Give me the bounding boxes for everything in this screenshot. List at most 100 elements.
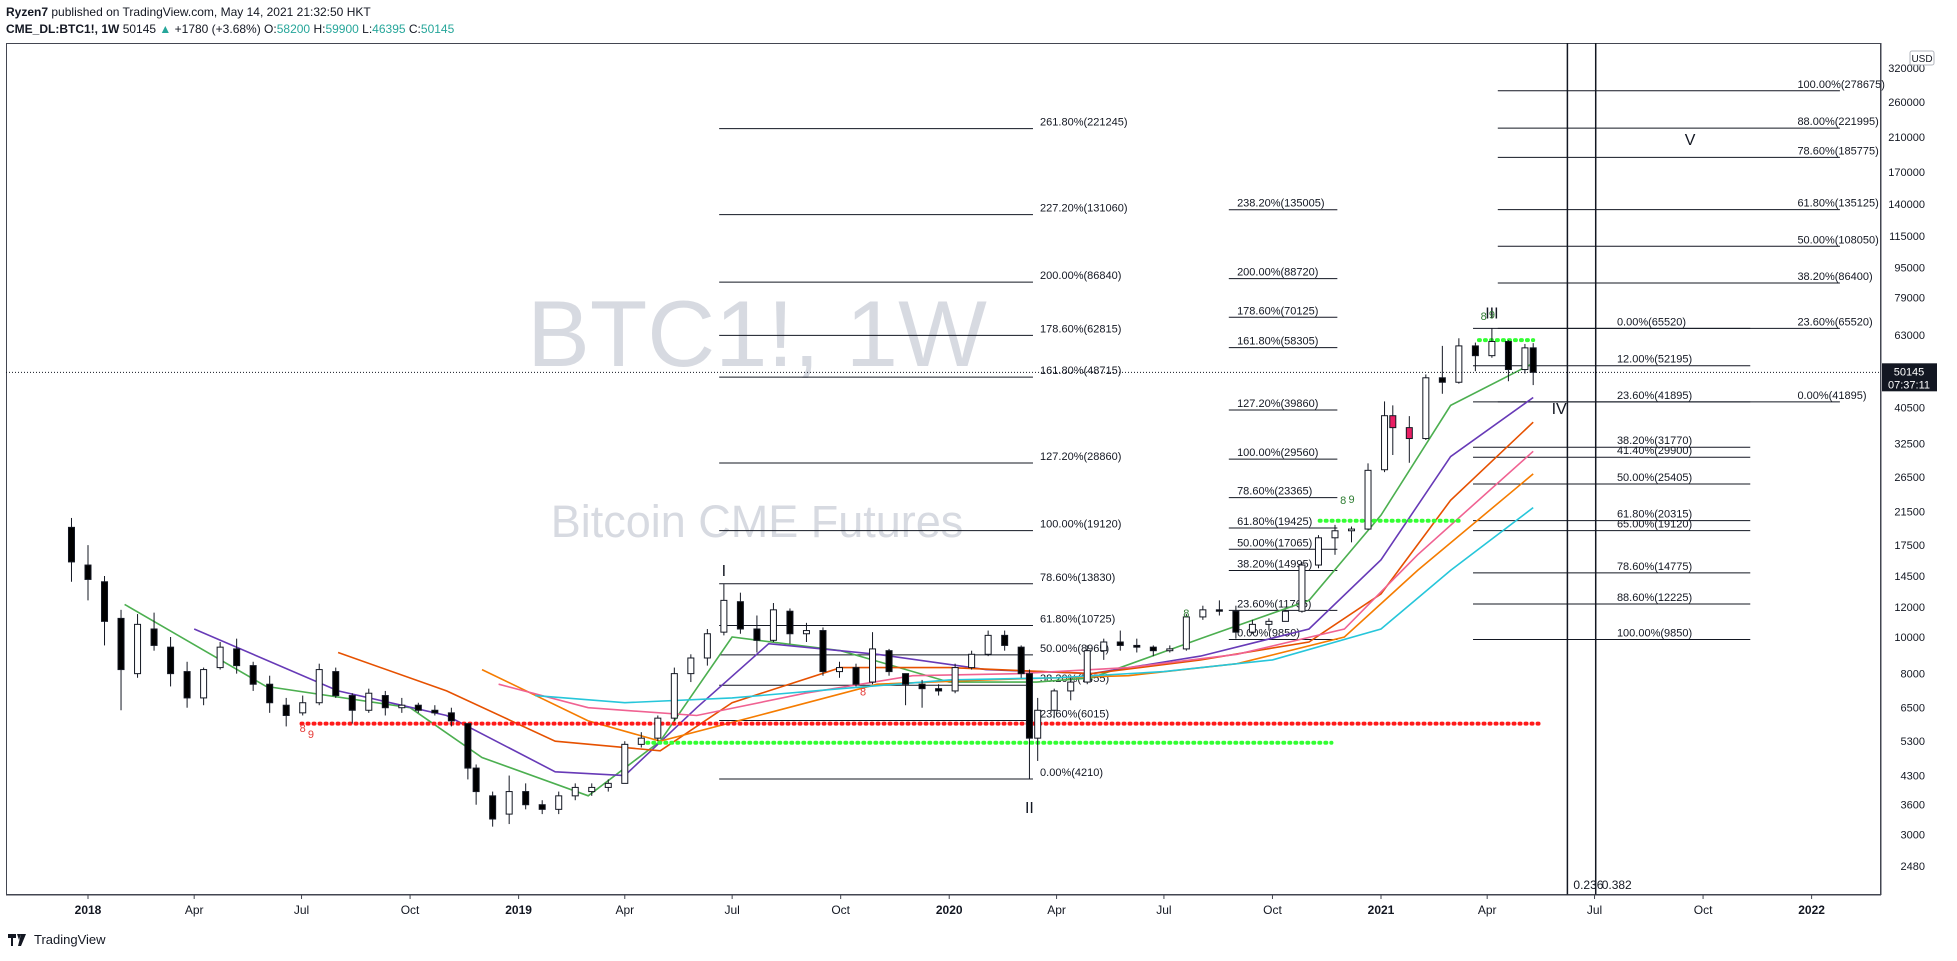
candle-body bbox=[1232, 610, 1240, 633]
open-label: O: bbox=[264, 22, 277, 36]
candle-body bbox=[1471, 345, 1479, 357]
last-price: 50145 bbox=[122, 22, 157, 36]
candle-body bbox=[753, 628, 761, 641]
price-tick-label: 5300 bbox=[1901, 736, 1925, 748]
candle-body bbox=[332, 671, 340, 697]
fib-label: 100.00%(29560) bbox=[1237, 447, 1318, 459]
candle-body bbox=[654, 717, 662, 739]
td-count-label: 9 bbox=[1348, 494, 1354, 506]
watermark-subtitle: Bitcoin CME Futures bbox=[551, 496, 964, 547]
symbol-name[interactable]: CME_DL:BTC1!, 1W bbox=[6, 22, 120, 36]
wave-label: V bbox=[1685, 132, 1696, 149]
low-value: 46395 bbox=[372, 22, 406, 36]
candle-body bbox=[1265, 620, 1273, 625]
candle-body bbox=[588, 786, 596, 793]
time-tick-label: Oct bbox=[1694, 903, 1713, 917]
price-tick-label: 95000 bbox=[1894, 262, 1925, 274]
candle-body bbox=[1438, 377, 1446, 383]
fib-label: 88.60%(12225) bbox=[1617, 592, 1692, 604]
candle-body bbox=[703, 633, 711, 659]
moving-average-line bbox=[124, 362, 1534, 797]
publish-line: Ryzen7 published on TradingView.com, May… bbox=[6, 4, 454, 21]
author-name[interactable]: Ryzen7 bbox=[6, 5, 49, 19]
candle-body bbox=[1314, 537, 1322, 566]
price-tick-label: 115000 bbox=[1889, 231, 1925, 243]
price-tick-label: 21500 bbox=[1894, 506, 1925, 518]
candle-body bbox=[604, 782, 612, 788]
candle-body bbox=[951, 667, 959, 692]
fib-label: 0.00%(4210) bbox=[1040, 767, 1103, 779]
candle-body bbox=[968, 653, 976, 669]
watermark-title: BTC1!, 1W bbox=[527, 281, 987, 386]
candle-body bbox=[266, 683, 274, 704]
candle-body bbox=[1215, 609, 1223, 612]
candle-body bbox=[447, 712, 455, 722]
candle-body bbox=[472, 767, 480, 793]
candle-body bbox=[869, 648, 877, 683]
candle-body bbox=[381, 695, 389, 709]
candle-body bbox=[769, 609, 777, 641]
price-tick-label: 6500 bbox=[1901, 703, 1925, 715]
candle-body bbox=[1248, 623, 1256, 633]
candle-body bbox=[150, 628, 158, 646]
candle-body bbox=[1504, 340, 1512, 371]
tradingview-logo-icon bbox=[8, 933, 28, 946]
moving-average-line bbox=[535, 506, 1534, 704]
candle-body bbox=[902, 673, 910, 685]
candle-body bbox=[1149, 646, 1157, 652]
fib-label: 127.20%(28860) bbox=[1040, 451, 1121, 463]
fib-label: 38.20%(31770) bbox=[1617, 435, 1692, 447]
td-count-label: 8 bbox=[300, 723, 306, 735]
candle-body bbox=[1182, 616, 1190, 650]
high-value: 59900 bbox=[325, 22, 359, 36]
time-tick-label: 2020 bbox=[936, 903, 963, 917]
td-count-label: 8 bbox=[860, 687, 866, 699]
candle-body bbox=[101, 581, 109, 622]
high-label: H: bbox=[313, 22, 326, 36]
time-tick-label: Jul bbox=[294, 903, 309, 917]
tradingview-brand[interactable]: TradingView bbox=[34, 932, 106, 947]
candle-body bbox=[571, 786, 579, 797]
candle-body bbox=[183, 671, 191, 699]
chart-header: Ryzen7 published on TradingView.com, May… bbox=[6, 4, 454, 38]
low-label: L: bbox=[362, 22, 373, 36]
td-count-label: 8 bbox=[1481, 311, 1487, 323]
candle-body bbox=[1364, 469, 1372, 530]
fib-label: 23.60%(65520) bbox=[1797, 316, 1872, 328]
fib-label: 61.80%(20315) bbox=[1617, 509, 1692, 521]
fib-label: 100.00%(9850) bbox=[1617, 627, 1692, 639]
price-tick-label: 3000 bbox=[1901, 830, 1925, 842]
fib-label: 38.20%(86400) bbox=[1797, 271, 1872, 283]
price-tick-label: 40500 bbox=[1894, 402, 1925, 414]
fib-label: 12.00%(52195) bbox=[1617, 354, 1692, 366]
candle-body bbox=[431, 709, 439, 714]
price-tick-label: 210000 bbox=[1888, 132, 1925, 144]
moving-averages bbox=[124, 362, 1534, 797]
candle-body bbox=[1521, 347, 1529, 371]
candle-body bbox=[538, 804, 546, 810]
candle-body bbox=[852, 667, 860, 685]
moving-average-line bbox=[337, 421, 1534, 752]
time-axis[interactable]: 2018 Apr Jul Oct 2019 Apr Jul Oct 2020 Apr Jul Oct 2… bbox=[6, 894, 1881, 917]
candle-body bbox=[1422, 377, 1430, 440]
time-tick-label: Apr bbox=[185, 903, 204, 917]
fib-label: 65.00%(19120) bbox=[1617, 519, 1692, 531]
candle-body bbox=[134, 623, 142, 675]
fib-label: 238.20%(135005) bbox=[1237, 198, 1324, 210]
price-axis[interactable]: 320000 260000 210000 170000 140000 115000 9500… bbox=[6, 43, 1937, 895]
candle-body bbox=[315, 669, 323, 704]
watermark: BTC1!, 1W Bitcoin CME Futures bbox=[527, 281, 987, 547]
close-value: 50145 bbox=[420, 22, 455, 36]
price-tick-label: 4300 bbox=[1901, 771, 1925, 783]
time-tick-label: Apr bbox=[615, 903, 634, 917]
open-value: 58200 bbox=[276, 22, 311, 36]
candle-body bbox=[414, 704, 422, 711]
td-count-label: 9 bbox=[1489, 310, 1495, 322]
currency-button[interactable] bbox=[1909, 50, 1935, 66]
candle-body bbox=[233, 648, 241, 667]
fib-label: 178.60%(62815) bbox=[1040, 323, 1121, 335]
candle-body bbox=[67, 526, 75, 563]
price-tick-label: 26500 bbox=[1894, 472, 1925, 484]
candle-body bbox=[670, 673, 678, 719]
